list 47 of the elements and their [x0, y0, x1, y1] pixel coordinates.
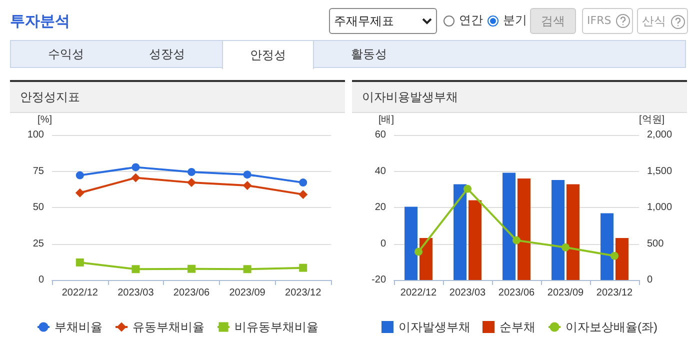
chart-title: 안정성지표 [10, 80, 345, 113]
x-tick-label: 2023/09 [547, 288, 584, 298]
y-tick-label: 100 [27, 130, 44, 140]
y2-axis-title: [억원] [639, 114, 665, 126]
x-tick-label: 2022/12 [62, 288, 98, 298]
text: 안정성 [222, 40, 314, 69]
text: 연간 [458, 12, 483, 29]
x-tick-label: 2023/09 [229, 288, 266, 298]
text: 투자분석 [10, 12, 70, 31]
y2-tick-label: 1,500 [647, 166, 672, 177]
text: 주재무제표 [329, 8, 437, 34]
legend-label: 유동부채비율 [132, 320, 204, 334]
x-tick-label: 2023/03 [449, 288, 486, 298]
y-axis-title: [배] [378, 114, 394, 126]
x-tick-label: 2023/06 [173, 288, 210, 298]
text: 산식 [637, 8, 688, 34]
text: 분기 [502, 12, 527, 29]
chart-title: 이자비용발생부채 [352, 80, 687, 113]
x-tick-label: 2023/03 [118, 288, 154, 298]
y-tick-label: 20 [374, 202, 386, 213]
y-axis-title: [%] [38, 114, 52, 126]
y-tick-label: 75 [32, 166, 44, 177]
y2-tick-label: 2,000 [647, 130, 672, 140]
legend-label: 부채비율 [54, 320, 102, 334]
text: 검색 [530, 8, 576, 34]
y2-tick-label: 0 [647, 274, 653, 286]
y-tick-label: 40 [374, 166, 386, 177]
x-tick-label: 2023/06 [498, 288, 536, 298]
y-tick-label: 0 [38, 274, 44, 286]
x-tick-label: 2023/12 [596, 288, 634, 298]
x-tick-label: 2023/12 [285, 288, 322, 298]
y2-tick-label: 500 [647, 238, 664, 250]
y2-tick-label: 1,000 [647, 202, 672, 213]
x-tick-label: 2022/12 [400, 288, 438, 298]
y-tick-label: 50 [32, 202, 44, 213]
legend-label: 이자보상배율(좌) [566, 320, 658, 334]
y-tick-label: 0 [380, 238, 386, 250]
y-tick-label: -20 [372, 274, 386, 286]
text: 성장성 [148, 46, 186, 63]
legend-label: 비유동부채비율 [234, 320, 318, 334]
legend-label: 순부채 [500, 320, 536, 334]
y-tick-label: 60 [374, 130, 386, 140]
text: 수익성 [47, 46, 85, 63]
text: IFRS [582, 8, 633, 34]
y-tick-label: 25 [32, 238, 44, 250]
legend-label: 이자발생부채 [398, 320, 471, 334]
text: 활동성 [350, 46, 388, 63]
